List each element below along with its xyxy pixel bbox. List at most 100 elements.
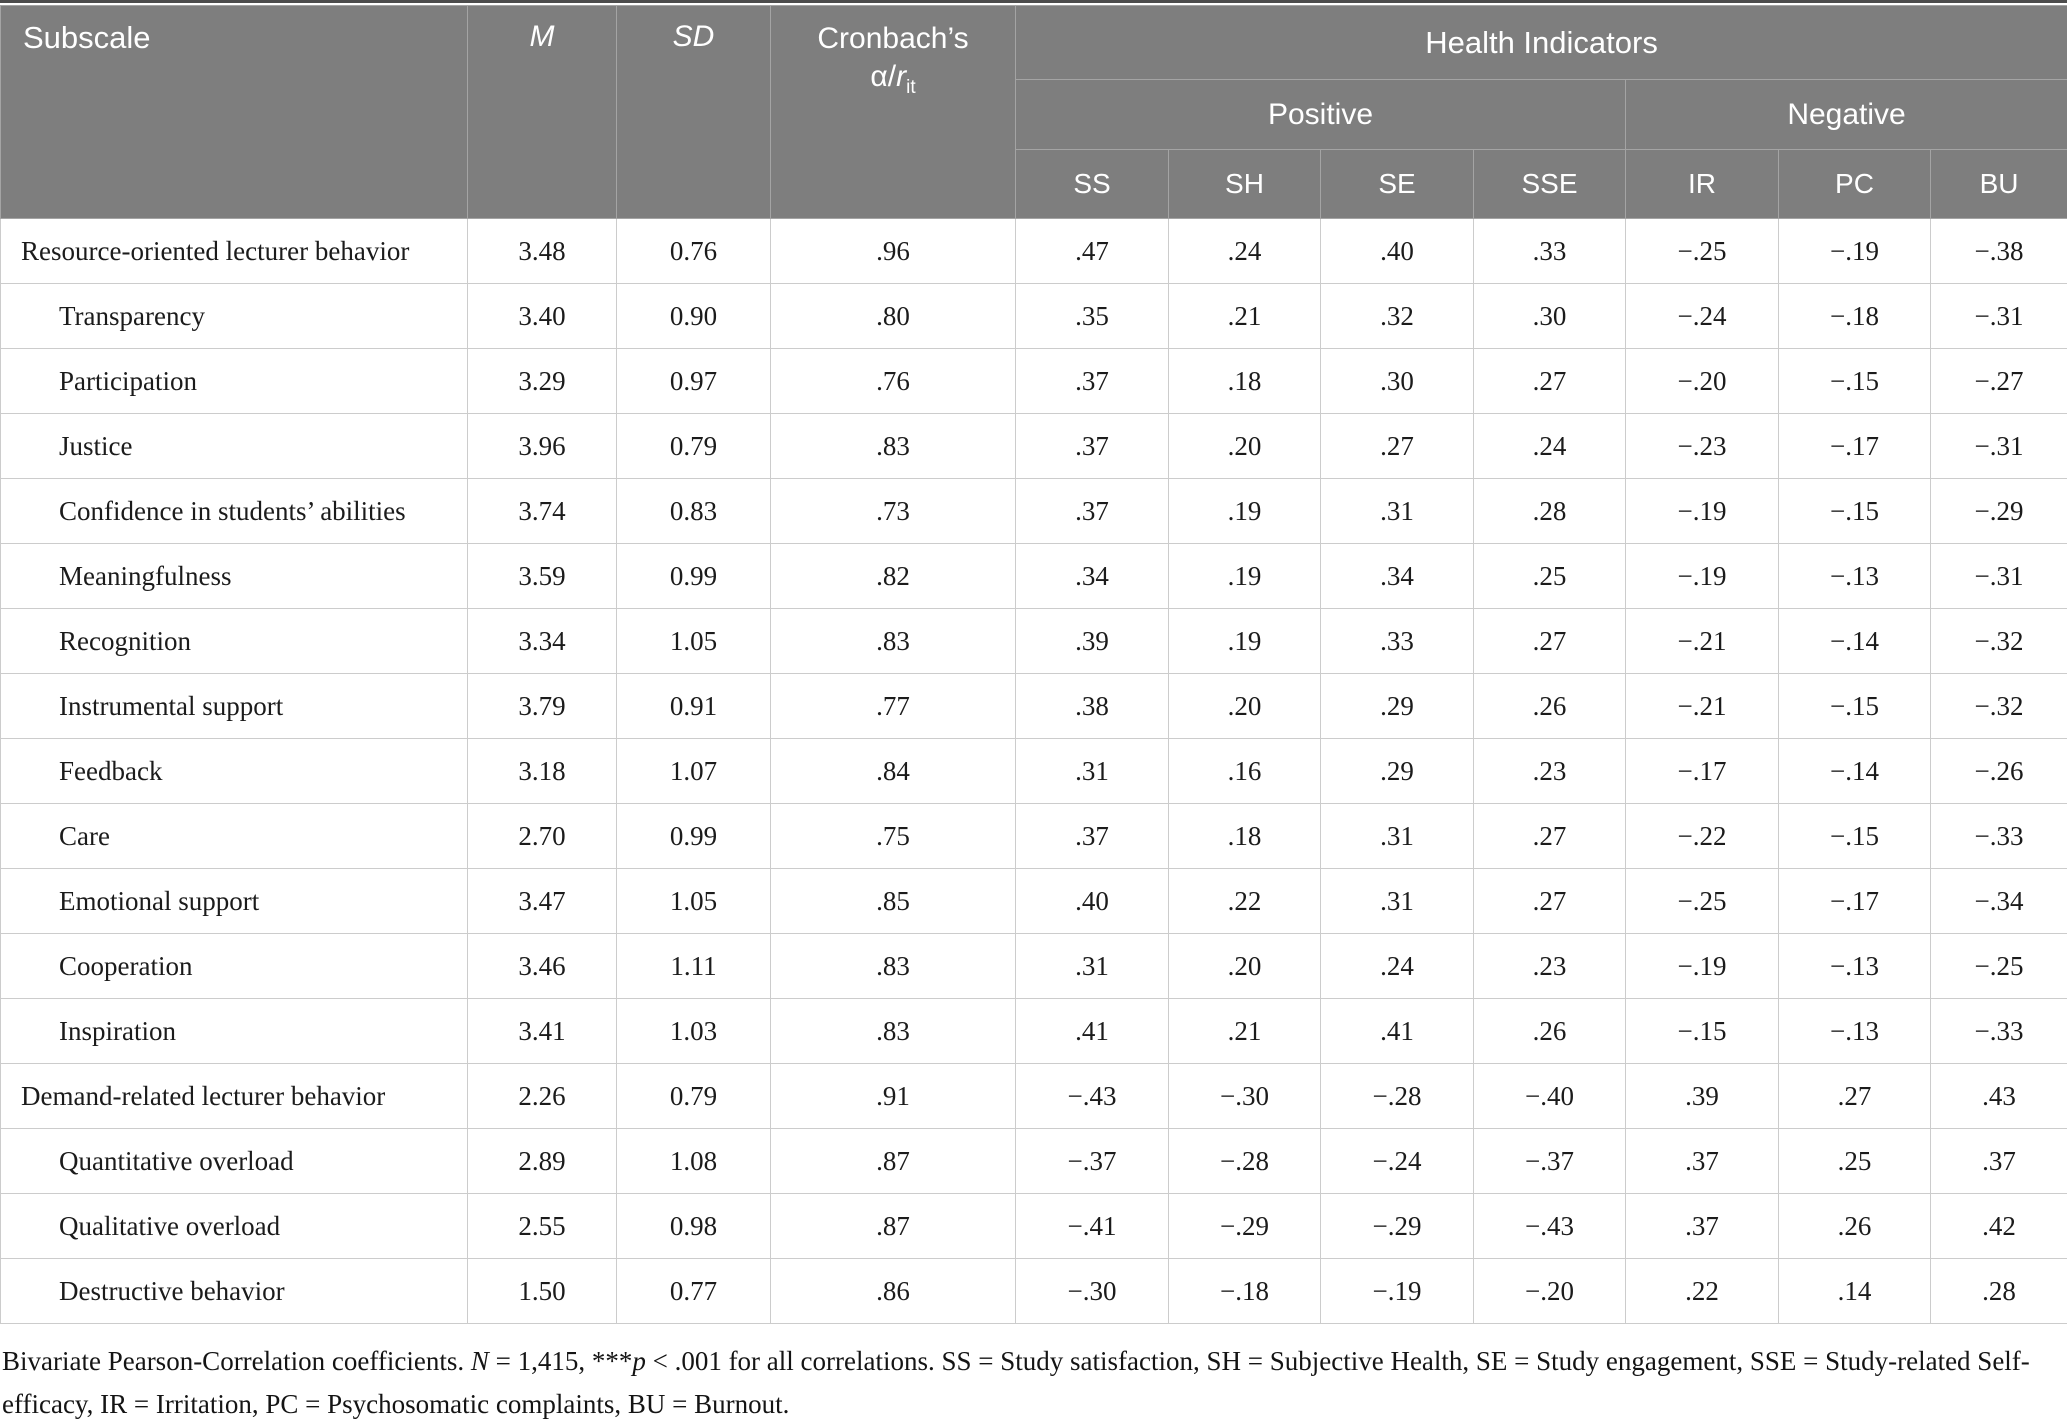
cell-ss: .37 — [1016, 804, 1169, 869]
cell-bu: −.33 — [1931, 804, 2067, 869]
cell-se: .30 — [1321, 349, 1474, 414]
cell-pc: −.13 — [1779, 544, 1931, 609]
cell-se: .32 — [1321, 284, 1474, 349]
cell-ss: −.41 — [1016, 1194, 1169, 1259]
alpha-symbol: α/ — [870, 60, 896, 93]
cell-sd: 0.99 — [617, 804, 771, 869]
subscale-label: Inspiration — [1, 999, 468, 1064]
cell-mean: 3.59 — [468, 544, 617, 609]
cell-alpha: .83 — [771, 934, 1016, 999]
cell-sse: .26 — [1474, 999, 1626, 1064]
cell-ss: .37 — [1016, 479, 1169, 544]
cell-sse: .23 — [1474, 739, 1626, 804]
cell-sh: −.28 — [1169, 1129, 1321, 1194]
cell-sh: −.18 — [1169, 1259, 1321, 1324]
cell-sd: 0.97 — [617, 349, 771, 414]
cell-ir: −.24 — [1626, 284, 1779, 349]
cell-sd: 1.08 — [617, 1129, 771, 1194]
cell-sse: .25 — [1474, 544, 1626, 609]
cell-ir: .22 — [1626, 1259, 1779, 1324]
cell-pc: .27 — [1779, 1064, 1931, 1129]
cell-ir: −.25 — [1626, 219, 1779, 284]
cell-pc: −.18 — [1779, 284, 1931, 349]
cell-ir: −.23 — [1626, 414, 1779, 479]
cell-alpha: .91 — [771, 1064, 1016, 1129]
cell-ss: .47 — [1016, 219, 1169, 284]
cell-ir: −.17 — [1626, 739, 1779, 804]
cell-sh: −.30 — [1169, 1064, 1321, 1129]
cell-sse: .23 — [1474, 934, 1626, 999]
cell-se: .40 — [1321, 219, 1474, 284]
subscale-label: Confidence in students’ abilities — [1, 479, 468, 544]
cell-sh: −.29 — [1169, 1194, 1321, 1259]
cell-ss: .31 — [1016, 739, 1169, 804]
cell-ss: .35 — [1016, 284, 1169, 349]
cell-ir: −.19 — [1626, 934, 1779, 999]
cell-sd: 0.91 — [617, 674, 771, 739]
cell-pc: −.13 — [1779, 934, 1931, 999]
header-col-sse: SSE — [1474, 150, 1626, 219]
header-col-se: SE — [1321, 150, 1474, 219]
cell-ss: −.37 — [1016, 1129, 1169, 1194]
cell-sh: .19 — [1169, 479, 1321, 544]
cell-ss: .34 — [1016, 544, 1169, 609]
cell-pc: .14 — [1779, 1259, 1931, 1324]
cell-ir: .37 — [1626, 1194, 1779, 1259]
subscale-label: Justice — [1, 414, 468, 479]
cell-mean: 2.89 — [468, 1129, 617, 1194]
cell-sh: .20 — [1169, 934, 1321, 999]
cell-ir: −.21 — [1626, 674, 1779, 739]
cell-pc: −.17 — [1779, 414, 1931, 479]
cell-pc: −.15 — [1779, 349, 1931, 414]
cell-sd: 0.99 — [617, 544, 771, 609]
footnote-n-italic: N — [471, 1346, 489, 1376]
cell-sd: 1.03 — [617, 999, 771, 1064]
cell-sh: .16 — [1169, 739, 1321, 804]
cell-alpha: .77 — [771, 674, 1016, 739]
cell-mean: 3.96 — [468, 414, 617, 479]
cell-pc: .26 — [1779, 1194, 1931, 1259]
cell-bu: −.34 — [1931, 869, 2067, 934]
cell-mean: 3.48 — [468, 219, 617, 284]
subscale-label: Meaningfulness — [1, 544, 468, 609]
cell-sd: 0.90 — [617, 284, 771, 349]
cell-ir: .39 — [1626, 1064, 1779, 1129]
cell-bu: −.29 — [1931, 479, 2067, 544]
cell-ss: .39 — [1016, 609, 1169, 674]
cell-mean: 2.70 — [468, 804, 617, 869]
footnote-text: Bivariate Pearson-Correlation coefficien… — [2, 1346, 471, 1376]
cell-pc: −.15 — [1779, 674, 1931, 739]
cell-ir: −.22 — [1626, 804, 1779, 869]
cell-alpha: .85 — [771, 869, 1016, 934]
cell-se: .29 — [1321, 674, 1474, 739]
cell-bu: −.31 — [1931, 414, 2067, 479]
header-sd: SD — [617, 6, 771, 219]
cell-alpha: .87 — [771, 1129, 1016, 1194]
header-mean: M — [468, 6, 617, 219]
header-subscale: Subscale — [1, 6, 468, 219]
r-subscript: it — [906, 77, 916, 98]
cell-bu: .28 — [1931, 1259, 2067, 1324]
subscale-label: Recognition — [1, 609, 468, 674]
cell-ss: .31 — [1016, 934, 1169, 999]
cell-bu: −.31 — [1931, 284, 2067, 349]
cell-sh: .22 — [1169, 869, 1321, 934]
header-col-pc: PC — [1779, 150, 1931, 219]
cell-sse: −.40 — [1474, 1064, 1626, 1129]
cell-bu: .37 — [1931, 1129, 2067, 1194]
cell-bu: −.38 — [1931, 219, 2067, 284]
cell-mean: 3.46 — [468, 934, 617, 999]
cell-sse: .30 — [1474, 284, 1626, 349]
subscale-label: Destructive behavior — [1, 1259, 468, 1324]
